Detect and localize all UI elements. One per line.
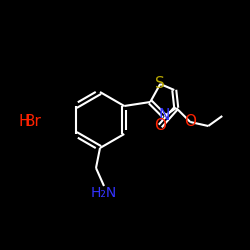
Text: Br: Br [24, 114, 41, 130]
Text: O: O [184, 114, 196, 130]
Text: N: N [158, 108, 170, 124]
Text: S: S [155, 76, 165, 92]
Text: H₂N: H₂N [91, 186, 117, 200]
Text: O: O [154, 118, 166, 134]
Text: H: H [18, 114, 30, 130]
